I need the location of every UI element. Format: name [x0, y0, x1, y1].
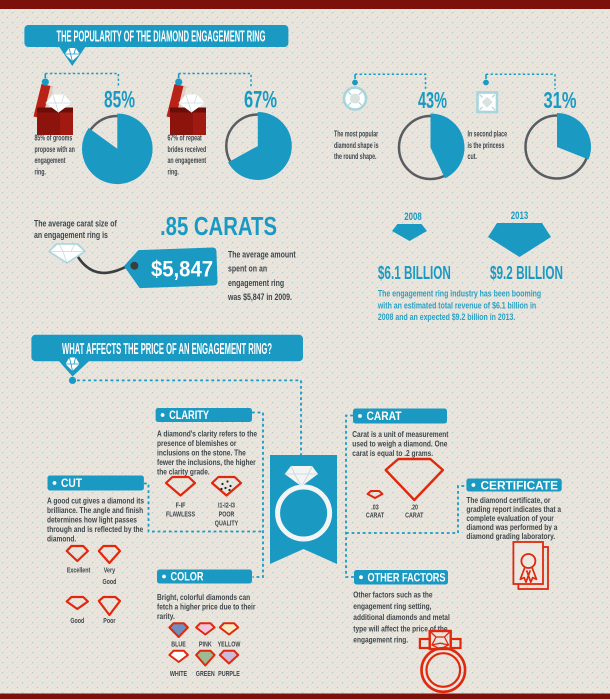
svg-text:$6.1 BILLION: $6.1 BILLION [378, 263, 451, 283]
svg-text:CLARITY: CLARITY [169, 410, 209, 422]
svg-text:PURPLE: PURPLE [218, 669, 240, 678]
svg-text:Bright, colorful diamonds can: Bright, colorful diamonds can [157, 592, 250, 602]
svg-text:A good cut gives a diamond its: A good cut gives a diamond its [47, 496, 144, 506]
svg-text:$5,847: $5,847 [151, 257, 213, 282]
svg-text:Carat is a unit of measurement: Carat is a unit of measurement [352, 429, 448, 439]
svg-text:CARAT: CARAT [405, 511, 424, 520]
svg-text:CUT: CUT [61, 478, 82, 490]
svg-text:brilliance. The angle and fini: brilliance. The angle and finish [47, 505, 143, 515]
svg-text:engagement ring.: engagement ring. [353, 635, 408, 645]
svg-text:85% of grooms: 85% of grooms [35, 133, 73, 143]
svg-text:Other factors such as the: Other factors such as the [353, 590, 433, 600]
svg-text:fewer the inclusions, the high: fewer the inclusions, the higher [157, 457, 256, 467]
svg-text:.20: .20 [411, 503, 418, 512]
svg-text:Excellent: Excellent [67, 566, 91, 575]
svg-text:2013: 2013 [511, 210, 528, 222]
svg-text:determines how light passes: determines how light passes [47, 515, 137, 525]
svg-text:BLUE: BLUE [171, 640, 186, 649]
svg-text:through and is reflected by th: through and is reflected by the [47, 524, 143, 534]
svg-text:was $5,847 in 2009.: was $5,847 in 2009. [227, 292, 292, 302]
svg-text:diamond shape is: diamond shape is [334, 140, 379, 150]
svg-text:CERTIFICATE: CERTIFICATE [481, 481, 559, 493]
svg-text:used to weigh a diamond. One: used to weigh a diamond. One [352, 439, 447, 449]
svg-text:brides received: brides received [168, 144, 207, 154]
svg-text:inclusions on the stone. The: inclusions on the stone. The [157, 448, 246, 458]
svg-text:FLAWLESS: FLAWLESS [166, 510, 195, 519]
svg-text:2008 and an expected $9.2 bill: 2008 and an expected $9.2 billion in 201… [378, 312, 515, 322]
svg-text:The average carat size of: The average carat size of [34, 219, 118, 229]
svg-text:85%: 85% [104, 87, 135, 114]
svg-text:The most popular: The most popular [334, 129, 379, 139]
svg-text:grading report indicates that: grading report indicates that a [466, 504, 561, 514]
svg-text:is the princess: is the princess [468, 140, 505, 150]
svg-text:THE POPULARITY OF THE DIAMOND: THE POPULARITY OF THE DIAMOND ENGAGEMENT… [57, 29, 266, 46]
svg-text:engagement: engagement [35, 155, 66, 165]
svg-text:Poor: Poor [103, 616, 115, 625]
svg-text:ring.: ring. [35, 166, 46, 176]
svg-text:67% of repeat: 67% of repeat [168, 133, 202, 143]
svg-text:.85 CARATS: .85 CARATS [160, 211, 277, 241]
svg-text:YELLOW: YELLOW [218, 640, 241, 649]
svg-text:diamond grading laboratory.: diamond grading laboratory. [466, 531, 555, 541]
svg-text:with an estimated total revenu: with an estimated total revenue of $6.1 … [377, 300, 536, 310]
svg-text:43%: 43% [418, 87, 447, 113]
svg-text:the clarity grade.: the clarity grade. [157, 467, 210, 477]
svg-text:fetch a higher price due to th: fetch a higher price due to their [157, 602, 256, 612]
svg-text:complete evaluation of your: complete evaluation of your [466, 513, 554, 523]
svg-text:CARAT: CARAT [366, 511, 385, 520]
svg-text:I1-I2-I3: I1-I2-I3 [218, 501, 235, 510]
svg-text:engagement ring: engagement ring [228, 278, 284, 288]
svg-text:The diamond certificate, or: The diamond certificate, or [466, 495, 551, 505]
svg-text:COLOR: COLOR [171, 572, 205, 584]
svg-text:type will affect the price of: type will affect the price of the [353, 623, 448, 633]
svg-text:CARAT: CARAT [367, 411, 402, 423]
svg-text:F-IF: F-IF [176, 501, 186, 510]
svg-text:31%: 31% [544, 87, 577, 113]
svg-text:diamond.: diamond. [47, 534, 76, 544]
svg-text:spent on an: spent on an [228, 264, 267, 274]
svg-text:QUALITY: QUALITY [215, 519, 238, 528]
svg-text:PINK: PINK [199, 640, 212, 649]
svg-text:$9.2 BILLION: $9.2 BILLION [490, 263, 563, 283]
svg-text:an engagement ring is: an engagement ring is [34, 230, 108, 240]
svg-text:The average amount: The average amount [228, 250, 296, 260]
svg-text:engagement ring setting,: engagement ring setting, [353, 601, 431, 611]
svg-text:carat is equal to .2 grams.: carat is equal to .2 grams. [352, 448, 433, 458]
svg-text:presence of blemishes or: presence of blemishes or [157, 438, 237, 448]
svg-text:POOR: POOR [219, 510, 235, 519]
svg-text:In second place: In second place [468, 129, 508, 139]
svg-text:propose with an: propose with an [35, 144, 75, 154]
svg-text:the round shape.: the round shape. [334, 151, 377, 161]
svg-text:The engagement ring industry h: The engagement ring industry has been bo… [378, 289, 541, 299]
svg-text:cut.: cut. [468, 151, 477, 161]
svg-text:additional diamonds and metal: additional diamonds and metal [353, 612, 450, 622]
svg-text:OTHER FACTORS: OTHER FACTORS [368, 573, 446, 585]
svg-text:67%: 67% [244, 87, 277, 114]
svg-text:WHITE: WHITE [170, 669, 187, 678]
svg-text:GREEN: GREEN [196, 669, 215, 678]
svg-text:Very: Very [104, 566, 116, 575]
svg-text:ring.: ring. [168, 166, 179, 176]
svg-text:WHAT AFFECTS THE PRICE OF AN E: WHAT AFFECTS THE PRICE OF AN ENGAGEMENT … [62, 341, 272, 358]
svg-text:A diamond's clarity refers to: A diamond's clarity refers to the [157, 429, 257, 439]
svg-text:rarity.: rarity. [157, 611, 175, 621]
svg-text:Good: Good [70, 616, 84, 625]
svg-text:diamond was performed by a: diamond was performed by a [466, 522, 557, 532]
svg-text:.03: .03 [371, 503, 378, 512]
svg-text:Good: Good [102, 577, 116, 586]
svg-text:2008: 2008 [404, 211, 421, 223]
svg-text:an engagement: an engagement [168, 155, 207, 165]
